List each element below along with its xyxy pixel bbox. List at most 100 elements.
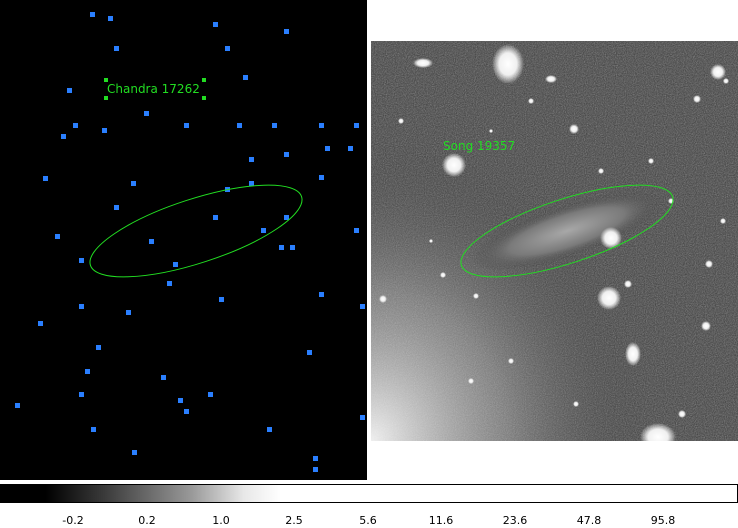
xray-event [354, 228, 359, 233]
colorbar-tick-label: 95.8 [650, 514, 676, 527]
field-object [440, 272, 446, 278]
xray-event [132, 450, 137, 455]
xray-event [319, 123, 324, 128]
field-object [508, 358, 514, 364]
xray-event [161, 375, 166, 380]
field-object [648, 158, 654, 164]
xray-event [325, 146, 330, 151]
xray-event [85, 369, 90, 374]
field-object [705, 260, 713, 268]
xray-event [73, 123, 78, 128]
galaxy-region-ellipse[interactable] [452, 166, 683, 295]
xray-event [284, 29, 289, 34]
xray-event [360, 415, 365, 420]
colorbar-tick-label: 0.2 [138, 514, 156, 527]
xray-event [284, 215, 289, 220]
colorbar-tick-label: 11.6 [428, 514, 454, 527]
xray-event [272, 123, 277, 128]
field-object [545, 75, 557, 83]
xray-event [219, 297, 224, 302]
field-object [600, 227, 622, 249]
xray-event [43, 176, 48, 181]
field-object [597, 286, 621, 310]
xray-event [290, 245, 295, 250]
field-object [473, 293, 479, 299]
song-frame[interactable]: Song 19357 [371, 41, 738, 441]
label-marker [104, 78, 206, 100]
xray-event [249, 157, 254, 162]
song-label: Song 19357 [443, 139, 515, 153]
xray-event [279, 245, 284, 250]
xray-event [178, 398, 183, 403]
galaxy-region-ellipse[interactable] [81, 166, 312, 295]
field-object [398, 118, 404, 124]
xray-event [38, 321, 43, 326]
xray-event [61, 134, 66, 139]
field-object [492, 44, 524, 84]
chandra-image[interactable]: Chandra 17262 [0, 0, 367, 480]
field-object [379, 295, 387, 303]
xray-event [131, 181, 136, 186]
field-object [693, 95, 701, 103]
xray-event [348, 146, 353, 151]
field-object [640, 423, 676, 441]
field-objects [379, 44, 729, 441]
xray-event [108, 16, 113, 21]
colorbar-tick-label: 2.5 [285, 514, 303, 527]
xray-event [114, 205, 119, 210]
xray-event [249, 181, 254, 186]
field-object [720, 218, 726, 224]
colorbar-tick-label: 23.6 [502, 514, 528, 527]
colorbar-tick-label: 1.0 [212, 514, 230, 527]
target-galaxy [471, 191, 663, 271]
xray-event [319, 292, 324, 297]
field-object [468, 378, 474, 384]
field-object [569, 124, 579, 134]
xray-event [261, 228, 266, 233]
field-object [413, 58, 433, 68]
xray-event [55, 234, 60, 239]
xray-event [184, 123, 189, 128]
colorbar-tick-label: 5.6 [359, 514, 377, 527]
xray-event [267, 427, 272, 432]
optical-image[interactable]: Song 19357 [371, 41, 738, 441]
field-object [624, 280, 632, 288]
xray-event [313, 467, 318, 472]
xray-event [237, 123, 242, 128]
xray-event [102, 128, 107, 133]
field-object [710, 64, 726, 80]
colorbar-gradient [0, 484, 738, 503]
xray-event [213, 215, 218, 220]
xray-event [91, 427, 96, 432]
chandra-frame[interactable]: Chandra 17262 [0, 0, 367, 480]
xray-event [313, 456, 318, 461]
xray-events [15, 12, 365, 472]
xray-event [225, 46, 230, 51]
xray-event [67, 88, 72, 93]
field-object [489, 129, 493, 133]
xray-event [208, 392, 213, 397]
xray-event [114, 46, 119, 51]
field-object [701, 321, 711, 331]
xray-event [243, 75, 248, 80]
xray-event [126, 310, 131, 315]
field-object [528, 98, 534, 104]
field-object [598, 168, 604, 174]
xray-event [149, 239, 154, 244]
xray-event [90, 12, 95, 17]
field-object [723, 78, 729, 84]
xray-event [173, 262, 178, 267]
field-object [625, 342, 641, 366]
xray-event [354, 123, 359, 128]
field-object [442, 153, 466, 177]
xray-event [144, 111, 149, 116]
field-object [573, 401, 579, 407]
xray-event [167, 281, 172, 286]
xray-event [79, 304, 84, 309]
xray-event [15, 403, 20, 408]
colorbar-tick-label: -0.2 [62, 514, 84, 527]
colorbar: -0.2 0.2 1.0 2.5 5.6 11.6 23.6 47.8 95.8 [0, 484, 738, 528]
xray-event [79, 258, 84, 263]
xray-event [79, 392, 84, 397]
field-object [429, 239, 433, 243]
